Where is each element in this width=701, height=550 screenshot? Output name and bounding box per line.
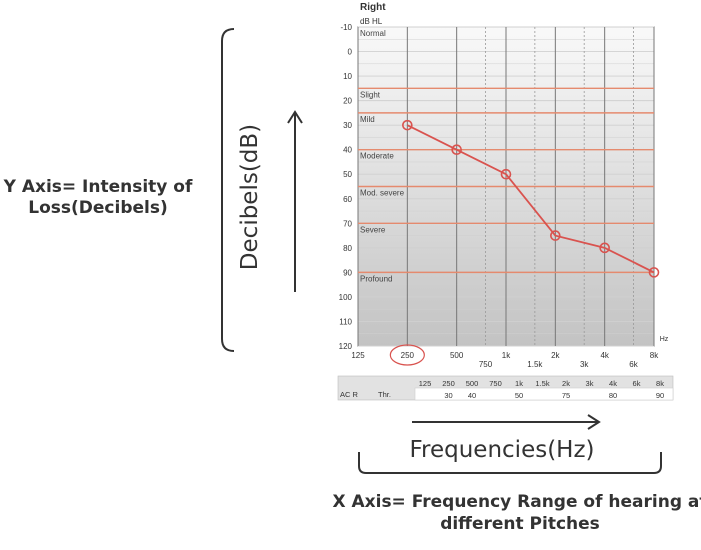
y-tick-label: 0	[348, 48, 353, 57]
data-point-marker	[550, 230, 561, 241]
y-tick-label: 20	[343, 97, 352, 106]
band-label: Moderate	[360, 152, 394, 161]
data-point-marker	[451, 144, 462, 155]
x-axis-annotation: X Axis= Frequency Range of hearing at di…	[330, 491, 701, 535]
bottom-bracket	[358, 452, 662, 474]
hearing-bands: Normal Slight Mild Moderate Mod. severe Sever…	[358, 29, 654, 283]
table-header-cell: 500	[466, 379, 479, 388]
x-tick-label-minor: 1.5k	[527, 360, 543, 369]
table-row-sub-label: Thr.	[378, 390, 391, 399]
x-tick-label: 2k	[551, 351, 560, 360]
y-tick-label: 60	[343, 195, 352, 204]
right-arrow-head-icon	[587, 414, 601, 430]
band-label: Slight	[360, 90, 381, 99]
x-tick-label-minor: 3k	[580, 360, 589, 369]
y-tick-label: 30	[343, 121, 352, 130]
table-header-cell: 4k	[609, 379, 617, 388]
series-line	[406, 124, 655, 274]
x-tick-label-minor: 6k	[629, 360, 638, 369]
x-tick-label: 8k	[650, 351, 659, 360]
y-tick-label: 70	[343, 219, 352, 228]
table-header-cell: 250	[442, 379, 455, 388]
table-value-cell: 75	[562, 391, 570, 400]
table-header-cell: 125	[419, 379, 432, 388]
table-value-cell: 50	[515, 391, 523, 400]
y-tick-label: -10	[340, 23, 352, 32]
table-value-cell: 40	[468, 391, 476, 400]
x-axis-annotation-text: X Axis= Frequency Range of hearing at di…	[332, 492, 701, 534]
chart-title: Right	[360, 2, 386, 13]
tick-highlight-circle	[389, 344, 425, 366]
table-value-cell: 90	[656, 391, 664, 400]
table-value-cell: 80	[609, 391, 617, 400]
data-point-marker	[599, 242, 610, 254]
x-unit-label: Hz	[660, 336, 669, 343]
x-tick-label: 1k	[502, 351, 511, 360]
data-point-marker	[402, 119, 413, 131]
band-label: Normal	[360, 29, 386, 38]
frequencies-label-text: Frequencies(Hz)	[409, 437, 595, 463]
band-label: Mod. severe	[360, 189, 405, 198]
table-header-cell: 2k	[562, 379, 570, 388]
x-tick-label-minor: 750	[479, 360, 493, 369]
threshold-table: AC R Thr. 125 250 500 750 1k 1.5k 2k 3k 4k 6k 8k 30 40…	[337, 375, 674, 401]
table-header-cell: 1k	[515, 379, 523, 388]
x-tick-label: 125	[351, 351, 365, 360]
data-point-marker	[648, 267, 660, 278]
table-header-cell: 8k	[656, 379, 664, 388]
left-bracket	[221, 28, 235, 352]
table-header-cell: 6k	[633, 379, 641, 388]
table-row-label: AC R	[340, 390, 359, 399]
y-tick-label: 80	[343, 244, 352, 253]
table-value-cell: 30	[444, 391, 452, 400]
table-header-cell: 3k	[586, 379, 594, 388]
band-label: Severe	[360, 225, 386, 234]
frequencies-label: Frequencies(Hz)	[372, 437, 632, 463]
x-tick-label: 250	[401, 351, 415, 360]
y-tick-label: 50	[343, 170, 352, 179]
band-label: Mild	[360, 115, 375, 124]
band-label: Profound	[360, 274, 392, 283]
up-arrow-head-icon	[287, 110, 303, 124]
y-axis-annotation-text: Y Axis= Intensity of Loss(Decibels)	[3, 177, 193, 218]
data-point-marker	[500, 168, 512, 180]
threshold-series	[402, 119, 660, 278]
y-tick-label: 120	[339, 342, 353, 351]
y-axis-annotation: Y Axis= Intensity of Loss(Decibels)	[0, 177, 196, 219]
y-tick-label: 110	[339, 317, 352, 326]
y-tick-label: 40	[343, 146, 352, 155]
axes: Right dB HL -10 0 10 20 30 40 50 60 70 80 90 100 110 12…	[339, 2, 669, 369]
y-axis-unit: dB HL	[360, 17, 383, 26]
y-tick-label: 90	[343, 268, 352, 277]
y-tick-label: 10	[343, 72, 352, 81]
x-tick-label: 4k	[600, 351, 609, 360]
table-values-cell	[414, 387, 674, 401]
table-header-cell: 750	[489, 379, 502, 388]
table-header-cell: 1.5k	[535, 379, 549, 388]
y-tick-label: 100	[339, 293, 353, 302]
x-tick-label: 500	[450, 351, 464, 360]
